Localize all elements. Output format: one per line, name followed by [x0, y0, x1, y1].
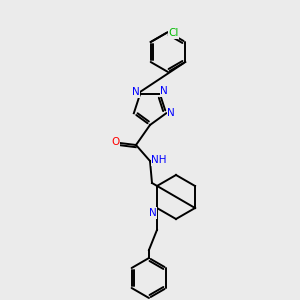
Text: N: N [160, 86, 168, 96]
Text: O: O [111, 137, 119, 147]
Text: N: N [149, 208, 157, 218]
Text: N: N [132, 87, 140, 97]
Text: Cl: Cl [168, 28, 178, 38]
Text: NH: NH [151, 155, 167, 165]
Text: N: N [167, 108, 175, 118]
